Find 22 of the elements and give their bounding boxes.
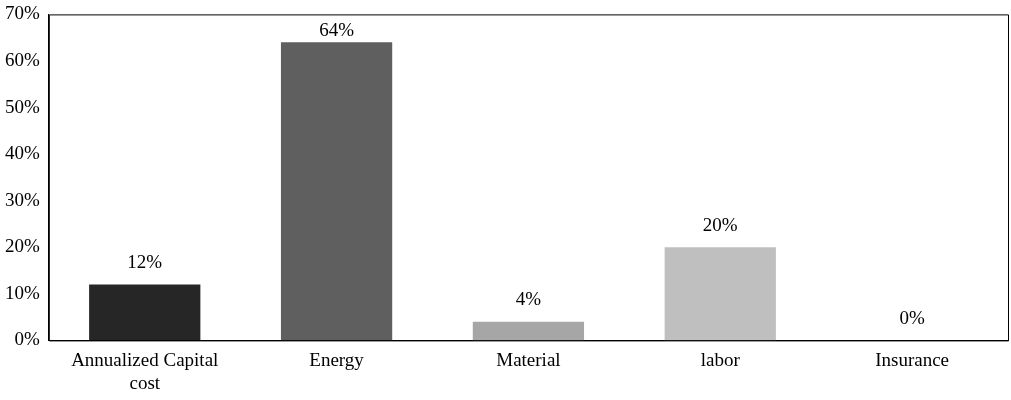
x-tick-label: Material — [496, 348, 561, 370]
x-tick-label: Annualized Capital cost — [71, 348, 219, 393]
y-tick-label: 30% — [5, 188, 40, 210]
bar — [472, 321, 585, 341]
data-label: 20% — [702, 213, 738, 235]
data-label: 4% — [515, 288, 542, 310]
y-tick-label: 50% — [5, 95, 40, 117]
x-tick-label: Energy — [309, 348, 365, 370]
bar — [89, 284, 201, 341]
data-label: 12% — [127, 251, 163, 272]
y-tick-label: 0% — [14, 328, 40, 350]
y-tick-label: 40% — [5, 142, 40, 164]
y-tick-label: 10% — [5, 281, 40, 303]
data-label: 0% — [899, 306, 925, 328]
y-tick-label: 70% — [5, 2, 40, 24]
y-tick-label: 60% — [5, 48, 40, 70]
y-tick-label: 20% — [5, 235, 40, 257]
x-tick-label: labor — [700, 348, 741, 370]
x-tick-label: Insurance — [875, 348, 950, 370]
data-label: 64% — [319, 18, 355, 40]
bar — [280, 42, 393, 341]
bar — [664, 247, 776, 341]
